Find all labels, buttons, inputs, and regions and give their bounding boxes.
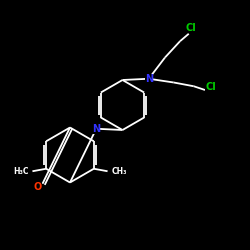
Text: O: O: [34, 182, 42, 192]
Text: N: N: [145, 74, 153, 84]
Text: H₃C: H₃C: [13, 167, 29, 176]
Text: Cl: Cl: [186, 23, 196, 33]
Text: Cl: Cl: [205, 82, 216, 92]
Text: N: N: [92, 124, 100, 134]
Text: CH₃: CH₃: [111, 167, 127, 176]
